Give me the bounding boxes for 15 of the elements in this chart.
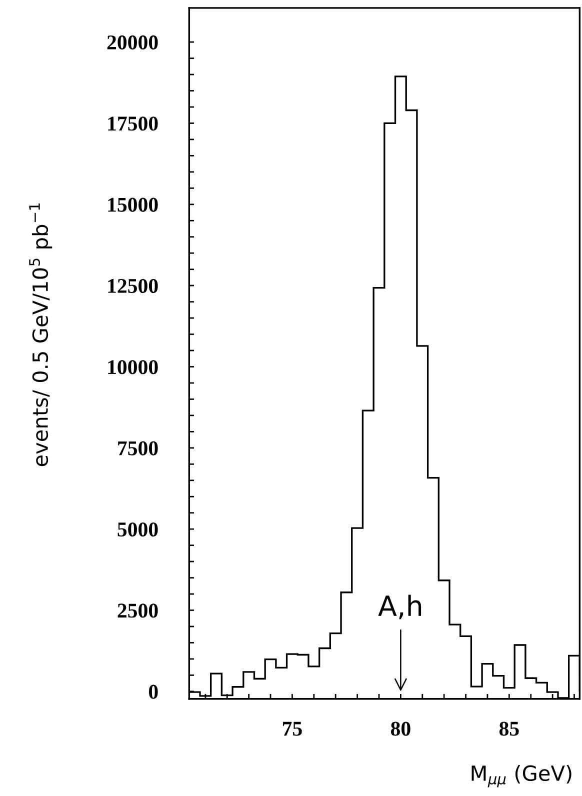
y-tick-label: 2500 bbox=[118, 604, 158, 618]
y-tick-label: 15000 bbox=[108, 198, 158, 212]
y-tick-label: 10000 bbox=[108, 360, 158, 374]
y-tick-label: 12500 bbox=[108, 278, 158, 293]
y-tick-label: 5000 bbox=[118, 522, 158, 537]
x-tick-label: 85 bbox=[499, 722, 519, 736]
x-tick-label: 80 bbox=[390, 722, 410, 736]
x-axis-title: M$_{μμ}$ (GeV) bbox=[472, 764, 572, 788]
y-tick-label: 0 bbox=[148, 684, 158, 699]
y-axis-title: events/ 0.5 GeV/10$^{5}$ pb$^{−1}$ bbox=[29, 203, 52, 466]
y-tick-label: 17500 bbox=[108, 116, 158, 131]
x-tick-label: 75 bbox=[282, 722, 302, 736]
annotation: A,h bbox=[378, 594, 422, 620]
y-tick-label: 7500 bbox=[118, 441, 158, 456]
y-tick-label: 20000 bbox=[107, 35, 158, 50]
